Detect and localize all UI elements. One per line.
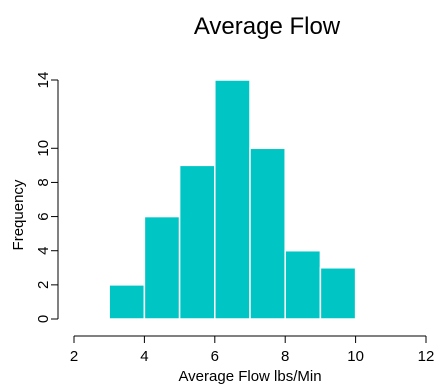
x-axis-ticks: 2 4 6 8 10 12 [70,336,435,365]
histogram-bar-3 [178,164,216,320]
x-tick-label: 8 [281,348,289,365]
y-tick-label: 14 [35,72,52,89]
y-tick-label: 4 [35,247,52,255]
histogram-bar-2 [143,215,181,320]
histogram-bar-4 [214,79,251,320]
y-tick-label: 10 [35,140,52,157]
x-tick-label: 4 [140,348,148,365]
x-tick-label: 6 [211,348,219,365]
histogram-bar-1 [108,284,146,320]
histogram-bar-6 [284,249,322,320]
y-tick-label: 6 [35,212,52,220]
x-tick-label: 12 [418,348,435,365]
chart-title: Average Flow [194,13,341,40]
y-tick-label: 0 [35,315,52,323]
x-tick-label: 2 [70,348,78,365]
y-tick-label: 8 [35,178,52,186]
y-axis-label: Frequency [10,179,27,250]
y-tick-label: 2 [35,281,52,289]
histogram-bar-7 [319,267,357,320]
x-tick-label: 10 [347,348,364,365]
y-axis-ticks: 0 2 4 6 8 10 14 [35,72,58,323]
x-axis-label: Average Flow lbs/Min [178,368,321,385]
histogram-bar-5 [249,147,286,320]
bars-group [108,79,357,320]
